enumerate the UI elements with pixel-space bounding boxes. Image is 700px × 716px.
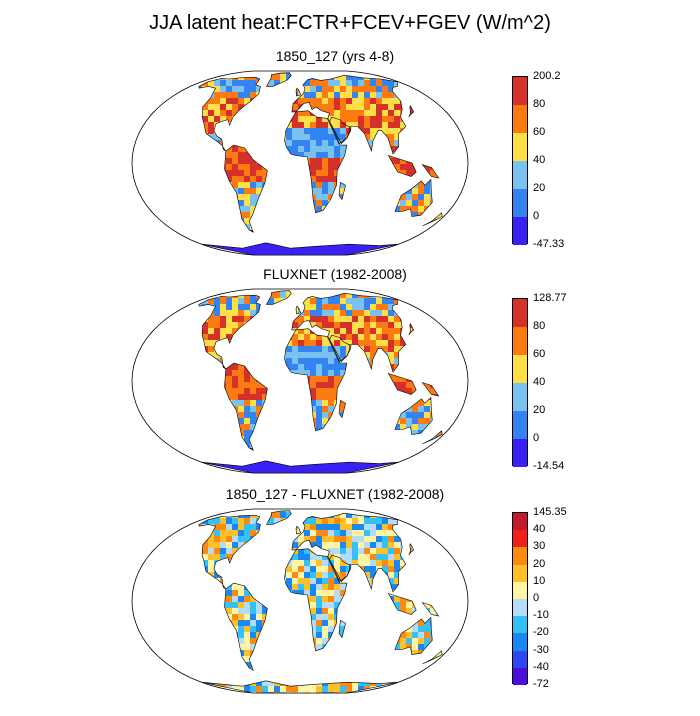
colorbar-segment <box>513 133 527 161</box>
colorbar-label: -40 <box>533 661 549 673</box>
colorbar-label: -20 <box>533 626 549 638</box>
colorbar-label: 20 <box>533 404 545 416</box>
colorbar-segment <box>513 633 527 650</box>
colorbar-segment <box>513 599 527 616</box>
panel-1850-127: 1850_127 (yrs 4-8) -47.33 0 20 40 60 80 200.2 <box>0 48 700 278</box>
panel-difference: 1850_127 - FLUXNET (1982-2008) -72 -40 -30… <box>0 486 700 716</box>
colorbar-segment <box>513 513 527 530</box>
colorbar-label: -14.54 <box>533 460 564 472</box>
colorbar-label: 0 <box>533 592 539 604</box>
world-map <box>130 286 470 476</box>
colorbar-segment <box>513 651 527 668</box>
colorbar-segment <box>513 217 527 245</box>
colorbar-segment <box>513 161 527 189</box>
colorbar-label: 40 <box>533 376 545 388</box>
colorbar-label: -10 <box>533 609 549 621</box>
colorbar-label: 40 <box>533 523 545 535</box>
colorbar-label: -72 <box>533 678 549 690</box>
panel-title: 1850_127 - FLUXNET (1982-2008) <box>120 486 550 502</box>
colorbar-label: 30 <box>533 540 545 552</box>
colorbar-segment <box>513 439 527 467</box>
main-title: JJA latent heat:FCTR+FCEV+FGEV (W/m^2) <box>0 12 700 35</box>
colorbar-segment <box>513 105 527 133</box>
panel-title: FLUXNET (1982-2008) <box>120 266 550 282</box>
colorbar-segment <box>513 327 527 355</box>
colorbar-label: 40 <box>533 154 545 166</box>
colorbar-label: 0 <box>533 210 539 222</box>
colorbar-segment <box>513 299 527 327</box>
colorbar-segment <box>513 355 527 383</box>
world-map <box>130 506 470 696</box>
colorbar-segment <box>513 530 527 547</box>
colorbar-segment <box>513 77 527 105</box>
colorbar-label: 0 <box>533 432 539 444</box>
colorbar-segment <box>513 547 527 564</box>
world-map <box>130 68 470 258</box>
colorbar-segment <box>513 411 527 439</box>
colorbar-label: 80 <box>533 98 545 110</box>
panel-title: 1850_127 (yrs 4-8) <box>120 48 550 64</box>
colorbar-label: 145.35 <box>533 506 567 518</box>
colorbar-segment <box>513 582 527 599</box>
colorbar-label: -30 <box>533 644 549 656</box>
colorbar-label: 200.2 <box>533 70 561 82</box>
colorbar-box <box>512 298 528 466</box>
colorbar-label: 60 <box>533 348 545 360</box>
colorbar-label: -47.33 <box>533 238 564 250</box>
colorbar-label: 20 <box>533 558 545 570</box>
colorbar-label: 128.77 <box>533 292 567 304</box>
colorbar-segment <box>513 616 527 633</box>
colorbar-box <box>512 512 528 684</box>
colorbar-label: 80 <box>533 320 545 332</box>
colorbar-label: 20 <box>533 182 545 194</box>
colorbar-segment <box>513 668 527 685</box>
colorbar-box <box>512 76 528 244</box>
colorbar-label: 10 <box>533 575 545 587</box>
colorbar-label: 60 <box>533 126 545 138</box>
colorbar-segment <box>513 383 527 411</box>
colorbar-segment <box>513 189 527 217</box>
colorbar-segment <box>513 565 527 582</box>
panel-fluxnet: FLUXNET (1982-2008) -14.54 0 20 40 60 80 128.7… <box>0 266 700 496</box>
